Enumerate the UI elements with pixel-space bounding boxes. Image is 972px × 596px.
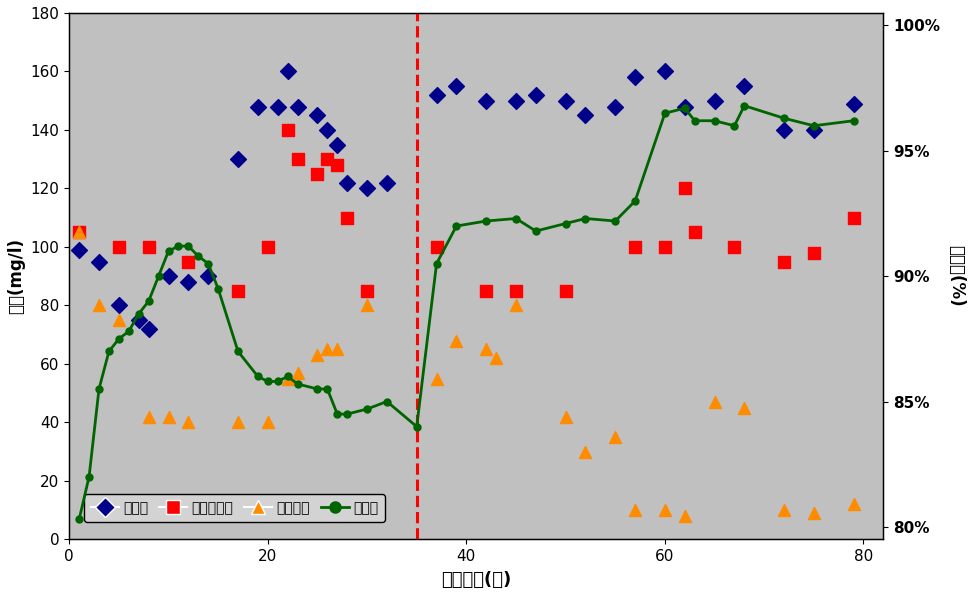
Y-axis label: 농도(mg/l): 농도(mg/l) xyxy=(7,238,25,314)
Point xyxy=(379,178,395,187)
Point xyxy=(508,286,524,296)
Point xyxy=(488,353,503,363)
Point xyxy=(627,73,642,82)
Point xyxy=(727,242,743,252)
Point xyxy=(777,505,792,515)
Point xyxy=(230,418,246,427)
Point xyxy=(707,96,722,105)
Point xyxy=(260,418,275,427)
Point xyxy=(141,412,156,421)
Point xyxy=(528,90,543,100)
Point xyxy=(806,125,821,135)
Point xyxy=(360,286,375,296)
Point xyxy=(429,374,444,383)
Point xyxy=(806,248,821,257)
Point xyxy=(657,505,673,515)
Point xyxy=(478,286,494,296)
Point xyxy=(360,184,375,193)
Point xyxy=(558,96,573,105)
Point xyxy=(558,412,573,421)
Point xyxy=(449,81,465,91)
Point xyxy=(181,418,196,427)
Point xyxy=(330,140,345,150)
Point xyxy=(577,447,593,457)
Point xyxy=(310,169,326,179)
Point xyxy=(677,511,692,521)
Point xyxy=(508,96,524,105)
Point xyxy=(230,286,246,296)
Point xyxy=(320,154,335,164)
Point xyxy=(141,242,156,252)
Point xyxy=(181,277,196,287)
Point xyxy=(707,397,722,406)
Point xyxy=(608,432,623,442)
Point xyxy=(200,271,216,281)
Point xyxy=(737,403,752,412)
Point xyxy=(181,257,196,266)
Point xyxy=(777,125,792,135)
Point xyxy=(230,154,246,164)
Point xyxy=(71,245,87,254)
Point xyxy=(806,508,821,518)
Point xyxy=(687,228,703,237)
Point xyxy=(320,125,335,135)
Point xyxy=(280,67,295,76)
Point xyxy=(141,324,156,334)
Legend: 호기조, 간첨폭기조, 무산소조, 제거율: 호기조, 간첨폭기조, 무산소조, 제거율 xyxy=(85,494,385,522)
Point xyxy=(290,154,305,164)
Point xyxy=(577,110,593,120)
Point xyxy=(737,81,752,91)
Point xyxy=(290,368,305,377)
Point xyxy=(657,242,673,252)
Point xyxy=(160,412,176,421)
Point xyxy=(91,300,107,310)
Point xyxy=(627,505,642,515)
Point xyxy=(111,242,126,252)
Point xyxy=(330,160,345,170)
Point xyxy=(71,228,87,237)
Point xyxy=(280,125,295,135)
Point xyxy=(627,242,642,252)
Point xyxy=(250,102,265,111)
Point xyxy=(478,96,494,105)
Point xyxy=(339,178,355,187)
Point xyxy=(270,102,286,111)
Point xyxy=(339,213,355,222)
Point xyxy=(91,257,107,266)
Point xyxy=(160,271,176,281)
Point xyxy=(846,499,861,509)
Point xyxy=(558,286,573,296)
Point xyxy=(478,344,494,354)
Point xyxy=(310,110,326,120)
Point xyxy=(846,213,861,222)
Point xyxy=(360,300,375,310)
Point xyxy=(111,315,126,325)
Point xyxy=(429,90,444,100)
Point xyxy=(280,374,295,383)
Point xyxy=(508,300,524,310)
Point xyxy=(71,228,87,237)
Point xyxy=(131,315,147,325)
Y-axis label: 제거율(%): 제거율(%) xyxy=(947,246,965,307)
Point xyxy=(320,344,335,354)
Point xyxy=(429,242,444,252)
Point xyxy=(449,336,465,345)
Point xyxy=(260,242,275,252)
Point xyxy=(330,344,345,354)
Point xyxy=(608,102,623,111)
Point xyxy=(657,67,673,76)
Point xyxy=(111,300,126,310)
Point xyxy=(290,102,305,111)
Point xyxy=(677,102,692,111)
Point xyxy=(677,184,692,193)
Point xyxy=(846,99,861,108)
Point xyxy=(777,257,792,266)
X-axis label: 경과시간(일): 경과시간(일) xyxy=(441,571,511,589)
Point xyxy=(310,350,326,360)
